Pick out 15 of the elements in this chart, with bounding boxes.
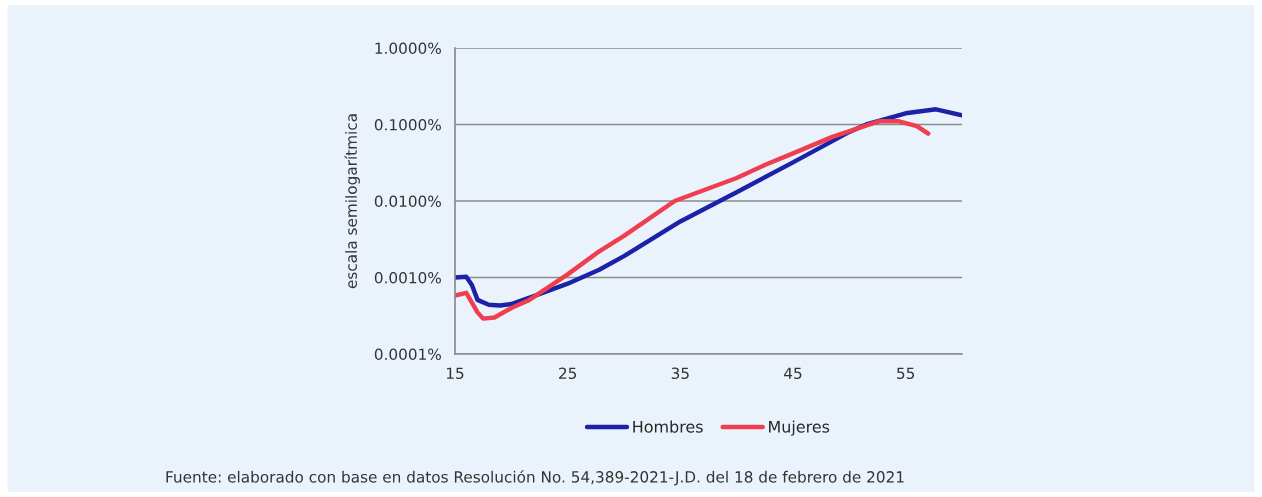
- y-tick-label: 0.1000%: [374, 118, 441, 131]
- source-note: Fuente: elaborado con base en datos Resolución No. 54,389-2021-J.D. del 18 de febrero de 2021: [166, 470, 904, 486]
- x-tick-label: 15: [446, 367, 464, 380]
- y-tick-label: 0.0100%: [374, 195, 441, 208]
- y-tick-label: 0.0010%: [374, 271, 441, 284]
- x-tick-label: 45: [784, 367, 802, 380]
- y-axis-title: escala semilogarítmica: [344, 114, 360, 289]
- legend-label: Hombres: [633, 420, 703, 433]
- legend-label: Mujeres: [769, 420, 830, 436]
- y-tick-label: 1.0000%: [375, 42, 441, 55]
- x-tick-label: 35: [671, 367, 689, 380]
- x-tick-label: 55: [897, 367, 915, 380]
- line-series: [455, 119, 931, 321]
- x-tick-label: 25: [559, 367, 577, 380]
- y-tick-label: 0.0001%: [374, 348, 441, 361]
